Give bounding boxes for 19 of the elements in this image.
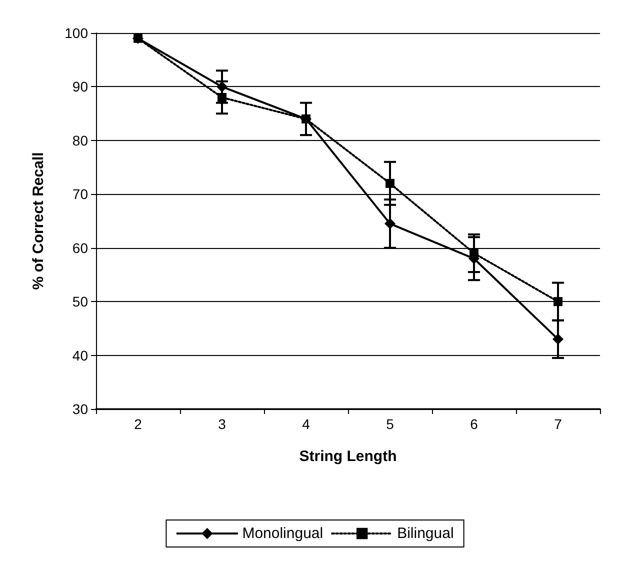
y-tick-label: 80 [72,132,88,148]
y-axis-title: % of Correct Recall [30,152,47,290]
x-axis-title: String Length [299,448,397,465]
y-tick-label: 90 [72,78,88,95]
y-tick-label: 40 [72,347,88,364]
x-tick-label: 3 [218,416,226,432]
y-tick-label: 70 [72,186,88,202]
y-tick-label: 60 [72,240,88,256]
legend-label: Bilingual [397,525,454,542]
point [134,34,142,43]
y-tick-label: 100 [64,25,88,41]
y-tick-label: 30 [72,401,88,417]
x-tick-label: 5 [386,416,394,432]
x-tick-label: 7 [554,416,562,432]
x-tick-label: 2 [134,416,142,432]
legend-label: Monolingual [242,525,324,542]
y-tick-label: 50 [72,294,88,310]
x-tick-label: 4 [302,416,310,432]
x-tick-label: 6 [470,416,478,432]
